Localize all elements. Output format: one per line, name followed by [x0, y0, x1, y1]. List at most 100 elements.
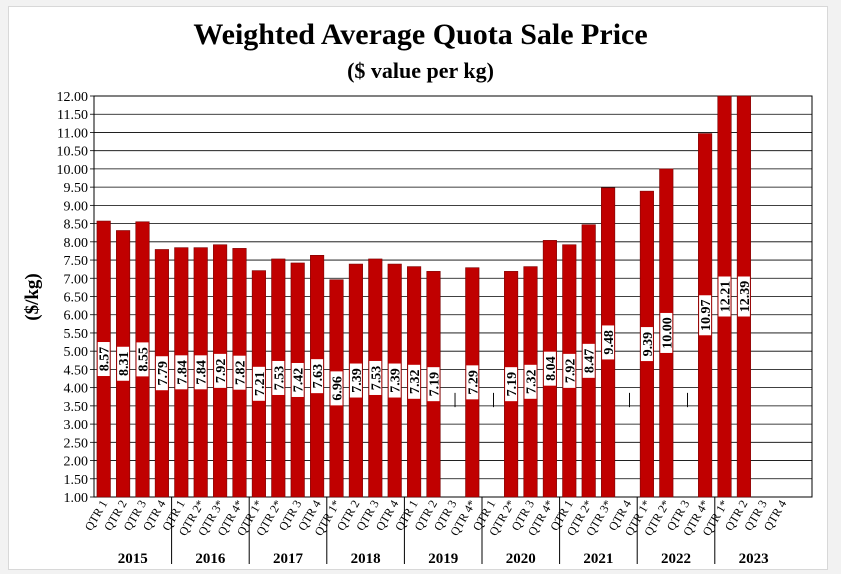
- y-tick-label: 2.00: [64, 455, 89, 470]
- y-tick-label: 4.50: [64, 363, 89, 378]
- data-label-bg: [408, 364, 421, 399]
- data-label: 12.21: [719, 281, 734, 313]
- data-label-bg: [602, 325, 615, 360]
- data-label-bg: [563, 353, 576, 388]
- data-label-bg: [214, 353, 227, 388]
- y-tick-label: 4.00: [64, 382, 89, 397]
- data-label-bg: [582, 343, 595, 378]
- y-tick-label: 10.00: [57, 163, 89, 178]
- year-label: 2016: [195, 551, 226, 567]
- y-tick-label: 1.50: [64, 473, 89, 488]
- data-label: 10.00: [660, 317, 675, 349]
- data-label-bg: [252, 366, 265, 401]
- data-label: 7.19: [505, 372, 520, 397]
- data-label: —: [447, 392, 462, 408]
- data-label: 7.84: [175, 360, 190, 385]
- year-label: 2022: [661, 551, 691, 567]
- data-label: 6.96: [331, 376, 346, 401]
- data-label: —: [622, 392, 637, 408]
- data-label-bg: [291, 362, 304, 397]
- y-tick-label: 10.50: [57, 145, 89, 160]
- y-tick-label: 5.00: [64, 345, 89, 360]
- data-label: 7.42: [292, 368, 307, 393]
- y-tick-label: 5.50: [64, 327, 89, 342]
- y-tick-label: 6.00: [64, 309, 89, 324]
- data-label: —: [680, 392, 695, 408]
- data-label-bg: [175, 355, 188, 390]
- y-tick-label: 8.50: [64, 218, 89, 233]
- data-label-bg: [136, 342, 149, 377]
- data-label: 7.84: [195, 360, 210, 385]
- data-label-bg: [718, 276, 731, 317]
- data-label-bg: [349, 363, 362, 398]
- data-label: 8.31: [117, 352, 132, 377]
- year-label: 2021: [583, 551, 613, 567]
- y-tick-label: 3.00: [64, 418, 89, 433]
- data-label-bg: [272, 360, 285, 395]
- data-label: 8.57: [98, 347, 113, 372]
- y-tick-label: 9.50: [64, 181, 89, 196]
- data-label: 7.39: [350, 368, 365, 393]
- data-label: 7.32: [408, 370, 423, 395]
- year-label: 2015: [118, 551, 148, 567]
- data-label: 7.32: [525, 370, 540, 395]
- data-label: 7.82: [234, 360, 249, 385]
- data-label-bg: [543, 351, 556, 386]
- data-label: 9.39: [641, 332, 656, 357]
- data-label: 10.97: [699, 300, 714, 332]
- data-label-bg: [233, 355, 246, 390]
- data-label-bg: [427, 367, 440, 402]
- data-label: 7.21: [253, 372, 268, 397]
- data-label-bg: [640, 327, 653, 362]
- y-tick-label: 11.00: [57, 126, 88, 141]
- data-label-bg: [194, 355, 207, 390]
- y-tick-label: 6.50: [64, 291, 89, 306]
- data-label: 7.92: [214, 359, 229, 384]
- data-label-bg: [97, 342, 110, 377]
- y-tick-label: 8.00: [64, 236, 89, 251]
- year-label: 2017: [273, 551, 304, 567]
- data-label-bg: [388, 363, 401, 398]
- y-tick-label: 1.00: [64, 491, 89, 506]
- y-tick-label: 9.00: [64, 199, 89, 214]
- data-label: 7.53: [369, 366, 384, 391]
- data-label-bg: [737, 276, 750, 317]
- data-label-bg: [466, 365, 479, 400]
- data-label-bg: [505, 367, 518, 402]
- data-label-bg: [330, 371, 343, 406]
- data-label-bg: [524, 364, 537, 399]
- data-label: 7.53: [272, 366, 287, 391]
- data-label: 8.55: [137, 347, 152, 372]
- data-label: 7.29: [466, 370, 481, 395]
- data-label-bg: [699, 295, 712, 336]
- data-label: —: [486, 392, 501, 408]
- data-label: 8.04: [544, 356, 559, 381]
- data-label: 7.79: [156, 361, 171, 386]
- year-label: 2023: [739, 551, 769, 567]
- data-label-bg: [155, 356, 168, 391]
- y-tick-label: 2.50: [64, 436, 89, 451]
- year-label: 2018: [351, 551, 381, 567]
- data-label: 7.39: [389, 368, 404, 393]
- y-axis-label: ($/kg): [22, 273, 43, 321]
- data-label-bg: [660, 312, 673, 353]
- chart-subtitle: ($ value per kg): [347, 58, 494, 83]
- data-label: 7.92: [563, 359, 578, 384]
- data-label-bg: [311, 359, 324, 394]
- y-tick-label: 3.50: [64, 400, 89, 415]
- data-label: 8.47: [583, 349, 598, 374]
- data-label: 12.39: [738, 281, 753, 313]
- data-label: 7.19: [428, 372, 443, 397]
- year-label: 2020: [506, 551, 536, 567]
- y-tick-label: 7.50: [64, 254, 89, 269]
- data-label: 9.48: [602, 330, 617, 355]
- year-label: 2019: [428, 551, 458, 567]
- y-tick-label: 11.50: [57, 108, 88, 123]
- y-tick-label: 12.00: [57, 90, 89, 105]
- data-label-bg: [369, 360, 382, 395]
- y-tick-label: 7.00: [64, 272, 89, 287]
- data-label-bg: [117, 346, 130, 381]
- chart-title: Weighted Average Quota Sale Price: [193, 18, 648, 51]
- data-label: 7.63: [311, 364, 326, 389]
